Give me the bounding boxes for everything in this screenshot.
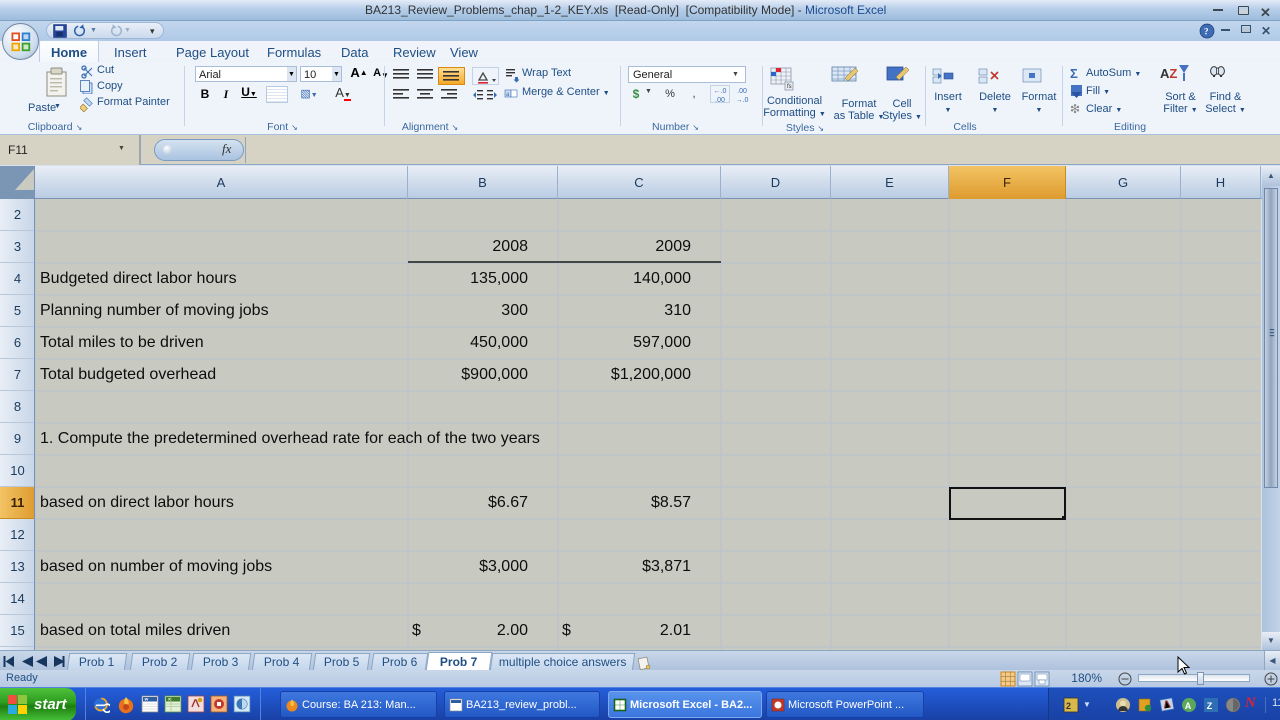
svg-text:fs: fs xyxy=(787,84,792,90)
svg-text:2: 2 xyxy=(1066,701,1071,711)
svg-text:?: ? xyxy=(1204,27,1209,37)
svg-text:Z: Z xyxy=(1207,701,1213,711)
svg-text:X: X xyxy=(168,697,171,702)
svg-text:A: A xyxy=(1185,701,1192,711)
svg-text:W: W xyxy=(145,697,149,702)
